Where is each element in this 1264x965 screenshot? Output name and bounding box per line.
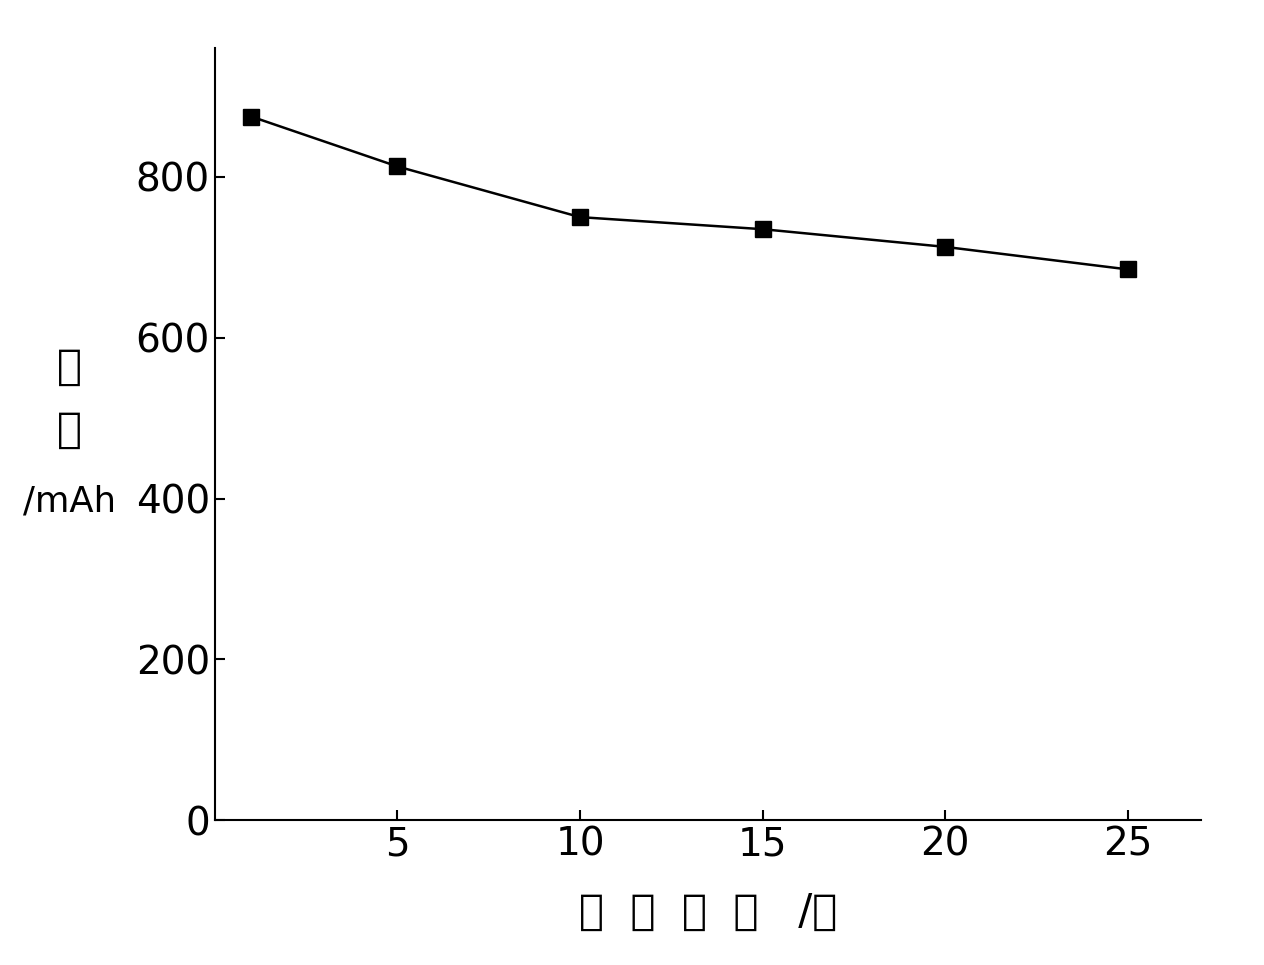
Text: /mAh: /mAh: [23, 484, 116, 519]
Text: 量: 量: [57, 408, 82, 451]
Text: 容: 容: [57, 345, 82, 388]
X-axis label: 循  环  次  数   /次: 循 环 次 数 /次: [579, 891, 837, 933]
